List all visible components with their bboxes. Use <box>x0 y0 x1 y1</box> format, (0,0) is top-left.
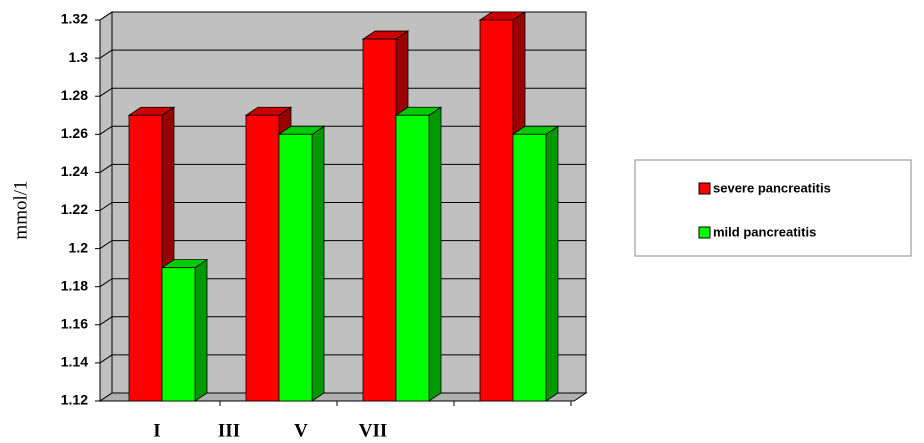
bar <box>128 114 163 402</box>
bar <box>512 133 547 402</box>
bar <box>278 133 313 402</box>
bar-side <box>311 125 325 402</box>
bar <box>362 38 397 402</box>
x-tick-label: I <box>153 420 160 441</box>
legend-swatch <box>698 182 711 195</box>
grid-line <box>99 87 586 97</box>
x-tick-label: III <box>218 420 240 441</box>
legend <box>634 159 912 257</box>
bar <box>479 19 514 402</box>
bar-side <box>428 106 442 402</box>
y-tick-label: 1.16 <box>61 316 88 332</box>
y-tick-label: 1.3 <box>69 49 89 65</box>
grid-line <box>99 49 586 59</box>
y-tick-label: 1.2 <box>69 239 89 255</box>
y-tick-label: 1.32 <box>61 11 88 27</box>
bar <box>161 267 196 402</box>
x-tick-label: V <box>294 420 308 441</box>
legend-label: severe pancreatitis <box>713 180 831 195</box>
y-tick-label: 1.28 <box>61 87 88 103</box>
y-tick-label: 1.26 <box>61 125 88 141</box>
y-tick-label: 1.12 <box>61 392 88 408</box>
y-tick-label: 1.14 <box>61 354 88 370</box>
y-tick-label: 1.22 <box>61 201 88 217</box>
legend-label: mild pancreatitis <box>713 224 816 239</box>
bar-side <box>194 258 208 402</box>
bar <box>245 114 280 402</box>
bar-side <box>545 125 559 402</box>
bar <box>395 114 430 402</box>
y-tick-label: 1.24 <box>61 163 88 179</box>
x-tick-label: VII <box>359 420 388 441</box>
grid-line <box>99 11 586 21</box>
y-axis-label: mmol/1 <box>10 180 31 239</box>
y-tick-label: 1.18 <box>61 277 88 293</box>
legend-swatch <box>698 226 711 239</box>
